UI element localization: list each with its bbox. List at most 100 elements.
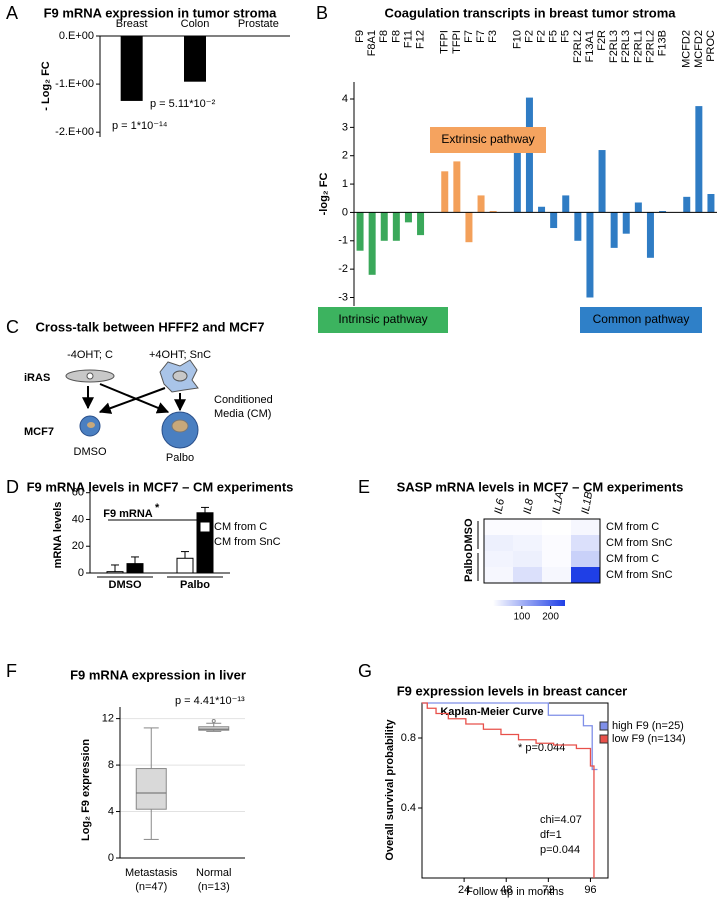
heatmap-cell	[542, 567, 571, 583]
heatmap-cell	[571, 519, 600, 535]
y-axis-label: -log₂ FC	[318, 173, 330, 216]
cm-label: Media (CM)	[214, 408, 271, 420]
heatmap-cell	[571, 551, 600, 567]
bar	[683, 196, 691, 213]
y-tick-label: 20	[72, 540, 84, 552]
category-label: TFPI	[451, 30, 463, 54]
y-tick-label: 4	[342, 93, 348, 105]
y-tick-label: 2	[342, 150, 348, 162]
group-label: Palbo	[463, 552, 475, 582]
category-label: MCFD2	[693, 30, 705, 68]
treatment-label: DMSO	[74, 446, 107, 458]
box	[198, 726, 230, 731]
y-tick-label: 3	[342, 121, 348, 133]
y-axis-label: mRNA levels	[52, 502, 64, 569]
category-label: F2RL3	[608, 30, 620, 63]
row-label: iRAS	[24, 372, 50, 384]
heatmap-cell	[513, 519, 542, 535]
panel-letter: D	[6, 477, 19, 497]
y-tick-label: 4	[108, 805, 114, 817]
panel-title: Cross-talk between HFFF2 and MCF7	[36, 319, 265, 334]
category-label: Prostate	[238, 18, 279, 30]
bar	[120, 36, 143, 101]
y-tick-label: 8	[108, 759, 114, 771]
legend-label: CM from C	[214, 521, 267, 533]
heatmap-cell	[513, 567, 542, 583]
plot-frame	[421, 702, 609, 879]
bar	[404, 212, 412, 223]
y-tick-label: 0.8	[401, 732, 416, 744]
heatmap-frame	[483, 518, 601, 584]
pathway-label: Common pathway	[593, 312, 690, 326]
category-label: F7	[463, 30, 475, 43]
category-label: Colon	[181, 18, 210, 30]
category-label: DMSO	[109, 579, 142, 591]
bar	[574, 212, 582, 241]
y-axis-label: Overall survival probability	[384, 719, 396, 861]
row-label: CM from SnC	[606, 537, 673, 549]
category-label: F8	[378, 30, 390, 43]
category-label: TFPI	[439, 30, 451, 54]
nucleus	[87, 422, 95, 428]
colorbar	[493, 600, 565, 606]
category-label: PROC	[705, 30, 717, 62]
y-tick-label: 0	[108, 852, 114, 864]
category-label: F2RL2	[644, 30, 656, 63]
cm-label: Conditioned	[214, 394, 273, 406]
bar	[477, 195, 485, 213]
pathway-box	[318, 307, 448, 333]
nucleus	[171, 419, 189, 433]
bar	[184, 36, 206, 82]
column-label: IL6	[492, 497, 507, 515]
group-label: DMSO	[463, 518, 475, 551]
pathway-label: Intrinsic pathway	[338, 312, 427, 326]
heatmap-cell	[571, 567, 600, 583]
bar	[356, 212, 364, 251]
bar	[441, 171, 449, 213]
bar	[646, 212, 654, 258]
panel-letter: E	[358, 477, 370, 497]
y-tick-label: 0	[78, 567, 84, 579]
panel-title: F9 mRNA expression in liver	[70, 667, 246, 682]
annotation: p = 4.41*10⁻¹³	[175, 695, 245, 707]
row-label: MCF7	[24, 426, 54, 438]
category-label: F9	[354, 30, 366, 43]
panel-title: SASP mRNA levels in MCF7 – CM experiment…	[397, 479, 684, 494]
heatmap-cell	[513, 551, 542, 567]
category-label: F8A1	[366, 30, 378, 56]
bar	[634, 202, 642, 213]
category-label: Palbo	[180, 579, 210, 591]
x-tick-label: 24	[458, 884, 470, 896]
bar	[598, 150, 606, 213]
legend-label: high F9 (n=25)	[612, 720, 684, 732]
x-tick-label: 72	[542, 884, 554, 896]
column-label: IL8	[521, 497, 536, 515]
heatmap-cell	[542, 535, 571, 551]
heatmap-cell	[484, 535, 513, 551]
nucleus	[172, 370, 188, 382]
x-tick-label: 96	[584, 884, 596, 896]
y-tick-label: -2	[338, 263, 348, 275]
heatmap-cell	[571, 535, 600, 551]
y-tick-label: 0.4	[401, 802, 416, 814]
x-tick-label: 48	[500, 884, 512, 896]
category-label: F13B	[656, 30, 668, 56]
category-label: F5	[560, 30, 572, 43]
pathway-box	[430, 127, 546, 153]
annotation: *	[155, 502, 160, 514]
row-label: CM from SnC	[606, 569, 673, 581]
bar	[368, 212, 376, 275]
category-label: F3	[487, 30, 499, 43]
annotation: p = 5.11*10⁻²	[150, 98, 216, 110]
bar	[453, 161, 461, 213]
arrow	[98, 387, 166, 414]
category-label: MCFD2	[681, 30, 693, 68]
y-tick-label: 0	[342, 206, 348, 218]
category-label: Breast	[116, 18, 148, 30]
bar	[562, 195, 570, 213]
heatmap-cell	[542, 519, 571, 535]
survival-curve	[422, 702, 598, 771]
pathway-box	[580, 307, 702, 333]
bar	[550, 212, 558, 229]
